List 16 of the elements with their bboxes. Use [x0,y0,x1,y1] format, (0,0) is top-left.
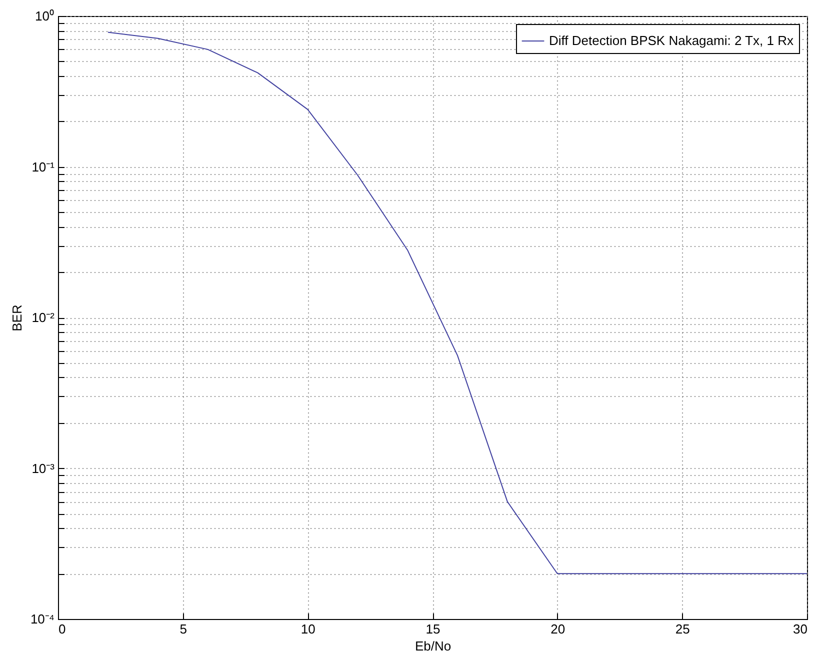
x-tick-label: 0 [58,622,66,636]
legend-label: Diff Detection BPSK Nakagami: 2 Tx, 1 Rx [549,33,794,48]
x-tick-label: 10 [300,622,316,636]
x-axis-title: Eb/No [414,638,452,654]
y-tick-label: 10⁻³ [32,460,56,476]
line-series [107,32,807,574]
x-tick-label: 30 [793,622,808,636]
x-tick-label: 5 [180,622,187,636]
y-tick-label: 10⁻⁴ [30,612,54,626]
y-axis-title: BER [9,304,24,332]
x-tick-label: 25 [675,622,690,636]
y-tick-label: 10⁻¹ [32,159,56,174]
x-tick-label: 20 [550,622,566,636]
y-tick-label: 10⁻² [32,310,56,325]
x-tick-label: 15 [426,622,440,636]
y-tick-label: 10⁰ [35,8,54,24]
